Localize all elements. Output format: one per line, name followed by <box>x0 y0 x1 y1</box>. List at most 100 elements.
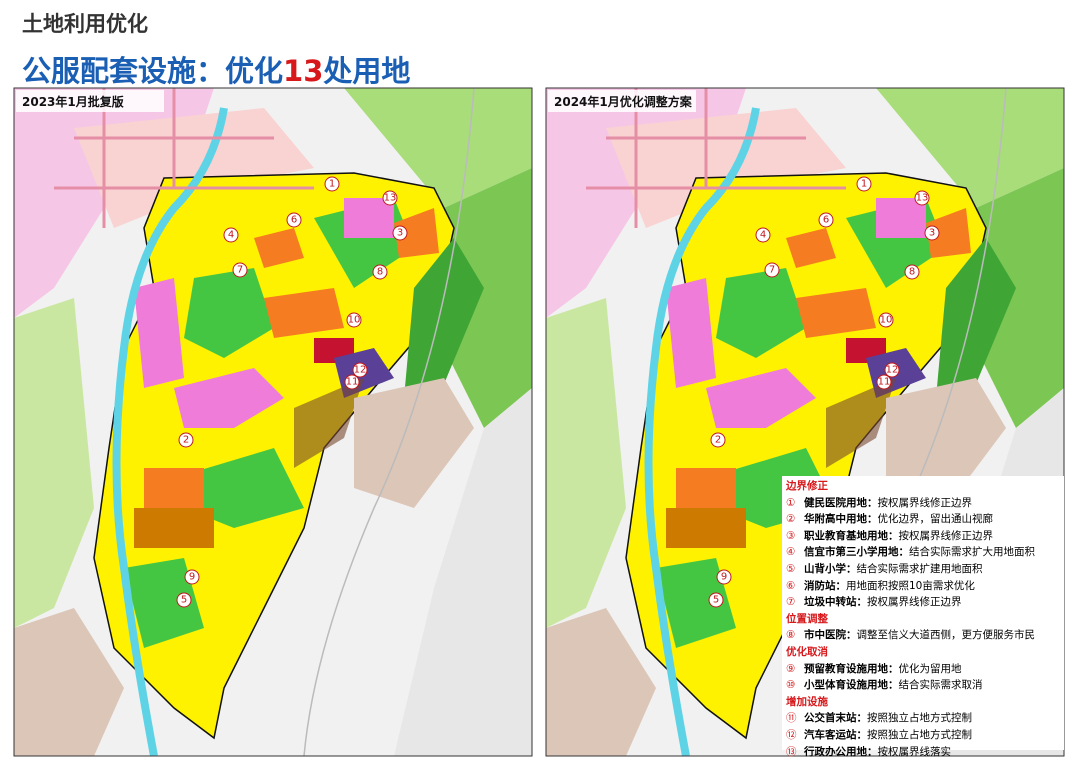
map-label: 2024年1月优化调整方案 <box>554 94 693 109</box>
marker-circle <box>755 227 771 243</box>
marker-number: 7 <box>237 265 243 276</box>
marker-circle <box>286 212 302 228</box>
legend-number: ⑪ <box>786 712 797 725</box>
legend-name: 行政办公用地： <box>804 745 878 758</box>
marker-circle <box>382 190 398 206</box>
map-marker: 8 <box>904 264 920 280</box>
map-marker: 9 <box>716 569 732 585</box>
legend-number: ⑩ <box>786 679 796 692</box>
legend-item: ⑨ 预留教育设施用地：优化为留用地 <box>786 661 1060 678</box>
legend-item: ⑥ 消防站：用地面积按照10亩需求优化 <box>786 578 1060 595</box>
legend-desc: 结合实际需求扩大用地面积 <box>909 546 1035 559</box>
legend-desc: 按权属界线修正边界 <box>877 496 973 509</box>
legend-name: 消防站： <box>804 579 846 592</box>
legend-desc: 结合实际需求取消 <box>898 679 983 692</box>
map-marker: 5 <box>708 592 724 608</box>
legend-desc: 按权属界线修正边界 <box>867 596 962 609</box>
marker-circle <box>324 176 340 192</box>
legend-number: ③ <box>786 529 796 542</box>
map-marker: 7 <box>764 262 780 278</box>
legend-name: 垃圾中转站： <box>804 596 867 609</box>
marker-number: 6 <box>291 215 297 226</box>
marker-circle <box>344 374 360 390</box>
legend-section-title: 位置调整 <box>786 612 828 625</box>
marker-number: 2 <box>715 435 721 446</box>
legend-item: ③ 职业教育基地用地：按权属界线修正边界 <box>786 528 1060 545</box>
marker-circle <box>878 312 894 328</box>
marker-circle <box>710 432 726 448</box>
map-marker: 9 <box>184 569 200 585</box>
map-frame <box>13 87 533 757</box>
marker-circle <box>818 212 834 228</box>
marker-number: 2 <box>183 435 189 446</box>
map-marker: 11 <box>344 374 360 390</box>
marker-circle <box>346 312 362 328</box>
map-marker: 1 <box>856 176 872 192</box>
marker-circle <box>924 225 940 241</box>
marker-number: 7 <box>769 265 775 276</box>
map-marker: 2 <box>710 432 726 448</box>
map-marker: 3 <box>392 225 408 241</box>
map-marker: 12 <box>884 362 900 378</box>
legend-number: ② <box>786 513 796 526</box>
marker-circle <box>764 262 780 278</box>
marker-circle <box>176 592 192 608</box>
marker-circle <box>914 190 930 206</box>
legend-item: ⑬ 行政办公用地：按权属界线落实 <box>786 744 1060 761</box>
map-marker: 8 <box>372 264 388 280</box>
map-marker: 12 <box>352 362 368 378</box>
legend-number: ⑤ <box>786 562 796 575</box>
marker-circle <box>232 262 248 278</box>
marker-number: 9 <box>721 572 727 583</box>
map-marker: 1 <box>324 176 340 192</box>
marker-number: 12 <box>354 365 367 376</box>
marker-circle <box>708 592 724 608</box>
legend-desc: 结合实际需求扩建用地面积 <box>856 562 983 575</box>
marker-circle <box>178 432 194 448</box>
legend-number: ⑫ <box>786 728 797 741</box>
legend-item: ⑦ 垃圾中转站：按权属界线修正边界 <box>786 594 1060 611</box>
legend-desc: 优化为留用地 <box>898 662 962 675</box>
marker-number: 9 <box>189 572 195 583</box>
legend-name: 公交首末站： <box>804 712 867 725</box>
marker-number: 1 <box>861 179 867 190</box>
marker-number: 12 <box>886 365 899 376</box>
legend-desc: 优化边界，留出通山视廊 <box>877 513 994 526</box>
map-label: 2023年1月批复版 <box>22 94 124 109</box>
map-marker: 11 <box>876 374 892 390</box>
title-highlight: 13 <box>283 54 324 88</box>
legend-name: 职业教育基地用地： <box>804 529 899 542</box>
legend-number: ⑦ <box>786 596 796 609</box>
legend-item: ④ 信宜市第三小学用地：结合实际需求扩大用地面积 <box>786 544 1060 561</box>
marker-number: 8 <box>377 267 383 278</box>
map-marker: 10 <box>878 312 894 328</box>
map-marker: 10 <box>346 312 362 328</box>
map-marker: 5 <box>176 592 192 608</box>
slide-title: 公服配套设施：优化13处用地 <box>22 48 410 90</box>
marker-number: 11 <box>346 377 359 388</box>
map-marker: 4 <box>223 227 239 243</box>
legend-name: 健民医院用地： <box>804 496 878 509</box>
legend-section-title: 优化取消 <box>786 645 828 658</box>
marker-number: 11 <box>878 377 891 388</box>
marker-number: 3 <box>397 228 403 239</box>
marker-circle <box>372 264 388 280</box>
legend-name: 山背小学： <box>804 562 857 575</box>
legend-desc: 用地面积按照10亩需求优化 <box>846 579 975 592</box>
legend-number: ⑬ <box>786 745 797 758</box>
map-marker: 4 <box>755 227 771 243</box>
map-tag-bg <box>16 90 164 112</box>
section-title: 土地利用优化 <box>22 12 148 36</box>
legend-item: ⑫ 汽车客运站：按照独立占地方式控制 <box>786 727 1060 744</box>
legend-number: ⑧ <box>786 629 796 642</box>
title-part: 处用地 <box>323 54 411 88</box>
legend-item: ⑩ 小型体育设施用地：结合实际需求取消 <box>786 677 1060 694</box>
legend-name: 信宜市第三小学用地： <box>804 546 909 559</box>
legend-section-title: 增加设施 <box>786 695 828 708</box>
map-image <box>14 88 532 756</box>
marker-circle <box>352 362 368 378</box>
marker-circle <box>716 569 732 585</box>
map-tag-bg <box>548 90 696 112</box>
title-part: 公服配套设施：优化 <box>22 54 284 88</box>
